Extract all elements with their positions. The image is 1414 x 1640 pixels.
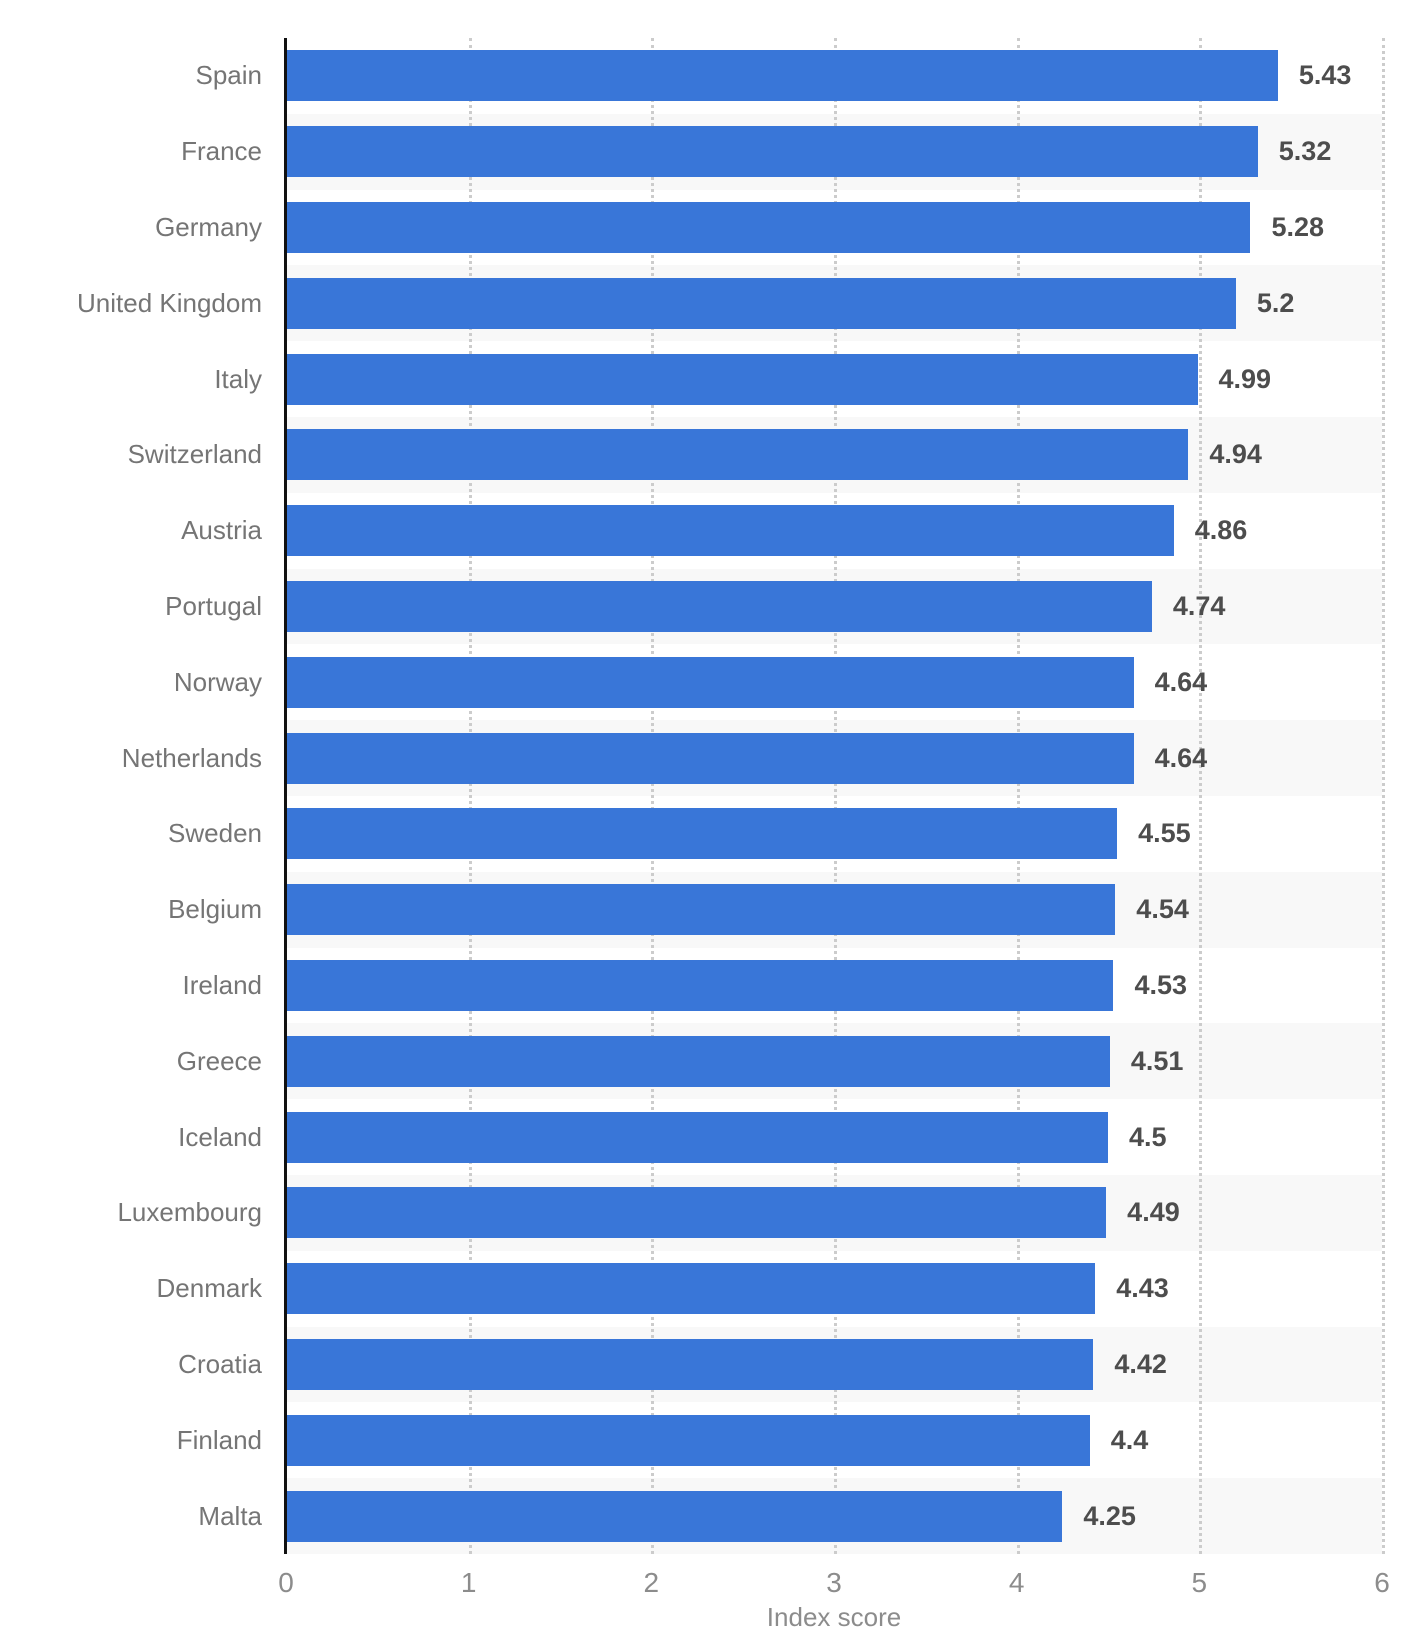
x-tick-5: 5 <box>1191 1567 1208 1598</box>
bar-netherlands[interactable] <box>286 732 1134 784</box>
value-label: 4.42 <box>1114 1348 1167 1379</box>
bar-spain[interactable] <box>286 50 1278 102</box>
category-label: Malta <box>198 1500 262 1531</box>
category-label: France <box>181 136 262 167</box>
category-label: Iceland <box>178 1121 262 1152</box>
value-label: 4.86 <box>1194 515 1248 546</box>
category-label: Portugal <box>165 590 262 621</box>
bar-switzerland[interactable] <box>286 429 1189 481</box>
bar-iceland[interactable] <box>286 1111 1108 1163</box>
bar-portugal[interactable] <box>286 580 1152 632</box>
x-tick-1: 1 <box>460 1567 477 1598</box>
x-tick-0: 0 <box>278 1567 294 1598</box>
y-axis-line <box>284 38 287 1554</box>
category-label: Norway <box>173 666 262 697</box>
value-label: 4.74 <box>1172 590 1226 621</box>
bar-luxembourg[interactable] <box>286 1187 1107 1239</box>
category-label: Greece <box>176 1045 262 1076</box>
chart-row: 4.53 <box>286 948 1382 1024</box>
bar-germany[interactable] <box>286 201 1251 253</box>
bar-croatia[interactable] <box>286 1338 1094 1390</box>
chart-row: 5.28 <box>286 190 1382 266</box>
x-tick-2: 2 <box>643 1567 660 1598</box>
value-label: 4.64 <box>1154 742 1208 773</box>
category-label: Spain <box>195 60 263 91</box>
bar-italy[interactable] <box>286 353 1198 405</box>
value-label: 4.94 <box>1209 439 1262 470</box>
category-label: Italy <box>214 363 262 394</box>
bar-finland[interactable] <box>286 1414 1090 1466</box>
x-tick-3: 3 <box>826 1567 842 1598</box>
value-label: 5.43 <box>1298 60 1352 91</box>
category-label: Ireland <box>182 969 263 1000</box>
chart-row: 5.2 <box>286 265 1382 342</box>
category-label: Croatia <box>178 1348 262 1379</box>
gridline-x5 <box>1199 38 1203 1554</box>
gridline-x6 <box>1382 38 1385 1554</box>
x-axis-ticks: 0 1 2 3 4 5 6 <box>278 1562 1390 1604</box>
category-label: Denmark <box>156 1273 262 1304</box>
category-label: Germany <box>155 211 262 242</box>
chart-row: 4.86 <box>286 493 1382 569</box>
value-label: 5.2 <box>1256 287 1295 318</box>
chart-row: 4.64 <box>286 720 1382 796</box>
bar-greece[interactable] <box>286 1035 1110 1087</box>
category-label: Switzerland <box>127 439 262 470</box>
bar-belgium[interactable] <box>286 884 1116 936</box>
value-label: 4.49 <box>1127 1197 1180 1228</box>
value-label: 5.28 <box>1271 211 1325 242</box>
category-label: Luxembourg <box>117 1197 262 1228</box>
chart-row: 4.55 <box>286 796 1382 872</box>
chart-row: 4.5 <box>286 1099 1382 1175</box>
bar-denmark[interactable] <box>286 1263 1096 1315</box>
value-label: 4.4 <box>1110 1424 1149 1455</box>
gridline-x1 <box>468 38 472 1554</box>
category-label: Austria <box>181 515 262 546</box>
value-label: 4.25 <box>1083 1500 1136 1531</box>
value-label: 4.53 <box>1134 969 1188 1000</box>
category-label: Netherlands <box>121 742 262 773</box>
chart-row: 4.64 <box>286 644 1382 720</box>
value-label: 4.64 <box>1154 666 1208 697</box>
category-label: United Kingdom <box>77 287 262 318</box>
chart-row: 4.99 <box>286 341 1382 417</box>
x-axis-title: Index score <box>766 1602 902 1632</box>
value-label: 4.54 <box>1136 894 1189 925</box>
value-label: 4.51 <box>1130 1045 1184 1076</box>
chart-row: 4.74 <box>286 568 1382 645</box>
category-label: Sweden <box>168 818 262 849</box>
chart-row: 4.43 <box>286 1251 1382 1327</box>
bar-united-kingdom[interactable] <box>286 277 1236 329</box>
value-label: 4.43 <box>1116 1273 1169 1304</box>
chart-row: 5.32 <box>286 113 1382 190</box>
gridline-x2 <box>651 38 655 1554</box>
x-tick-4: 4 <box>1008 1567 1025 1598</box>
bar-norway[interactable] <box>286 656 1134 708</box>
value-label: 4.99 <box>1218 363 1272 394</box>
value-label: 5.32 <box>1278 136 1332 167</box>
plot-area: 5.43 5.32 5.28 5.2 4.99 4.94 4.86 4.74 4.64 4.64 4… <box>284 38 1385 1554</box>
value-label: 4.5 <box>1129 1121 1167 1152</box>
x-tick-6: 6 <box>1374 1567 1390 1598</box>
gridline-x3 <box>834 38 837 1554</box>
category-axis: Spain France Germany United Kingdom Italy Swi… <box>0 38 262 1554</box>
gridline-x4 <box>1016 38 1020 1554</box>
bar-malta[interactable] <box>286 1490 1063 1542</box>
bar-sweden[interactable] <box>286 808 1118 860</box>
category-label: Belgium <box>168 894 262 925</box>
bar-ireland[interactable] <box>286 959 1114 1011</box>
value-label: 4.55 <box>1138 818 1191 849</box>
chart-row: 5.43 <box>286 38 1382 114</box>
bar-france[interactable] <box>286 126 1258 178</box>
bar-austria[interactable] <box>286 505 1174 557</box>
category-label: Finland <box>176 1424 262 1455</box>
chart-row: 4.4 <box>286 1402 1382 1478</box>
